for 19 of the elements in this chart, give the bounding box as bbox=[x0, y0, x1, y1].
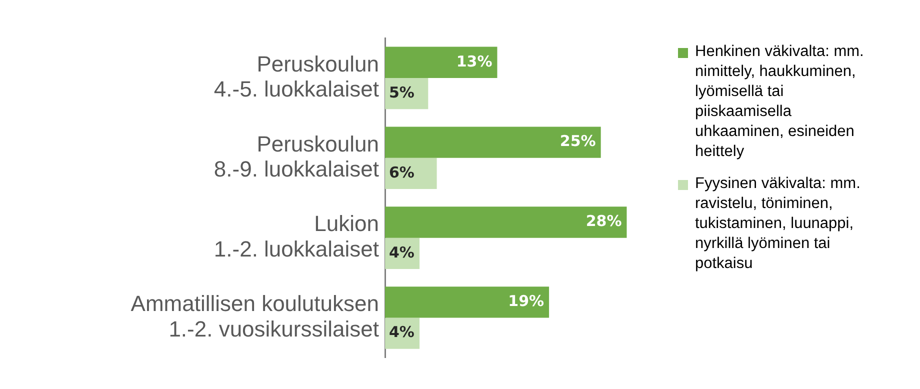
data-label: 4% bbox=[389, 323, 414, 342]
data-label: 5% bbox=[389, 83, 414, 102]
y-tick-label: Lukion 1.-2. luokkalaiset bbox=[214, 211, 379, 262]
data-label: 4% bbox=[389, 243, 414, 262]
legend-label: Henkinen väkivalta: mm. nimittely, haukkuminen, lyömisellä tai piiskaamisella uhkaaminen, esineiden heittely bbox=[695, 42, 865, 162]
bar bbox=[385, 286, 550, 318]
data-label: 6% bbox=[389, 163, 414, 182]
data-label: 19% bbox=[508, 292, 544, 310]
data-label: 13% bbox=[456, 52, 492, 70]
bar bbox=[385, 158, 437, 190]
bar bbox=[385, 126, 601, 158]
legend-label: Fyysinen väkivalta: mm. ravistelu, töniminen, tukistaminen, luunappi, nyrkillä lyöminen tai potkaisu bbox=[695, 174, 862, 274]
y-tick-label: Ammatillisen koulutuksen 1.-2. vuosikurssilaiset bbox=[130, 291, 379, 342]
y-tick-label: Peruskoulun 4.-5. luokkalaiset bbox=[214, 51, 379, 102]
y-tick-label: Peruskoulun 8.-9. luokkalaiset bbox=[214, 131, 379, 182]
data-label: 25% bbox=[560, 132, 596, 150]
bar bbox=[385, 46, 498, 78]
bar bbox=[385, 206, 627, 238]
data-label: 28% bbox=[586, 212, 622, 230]
